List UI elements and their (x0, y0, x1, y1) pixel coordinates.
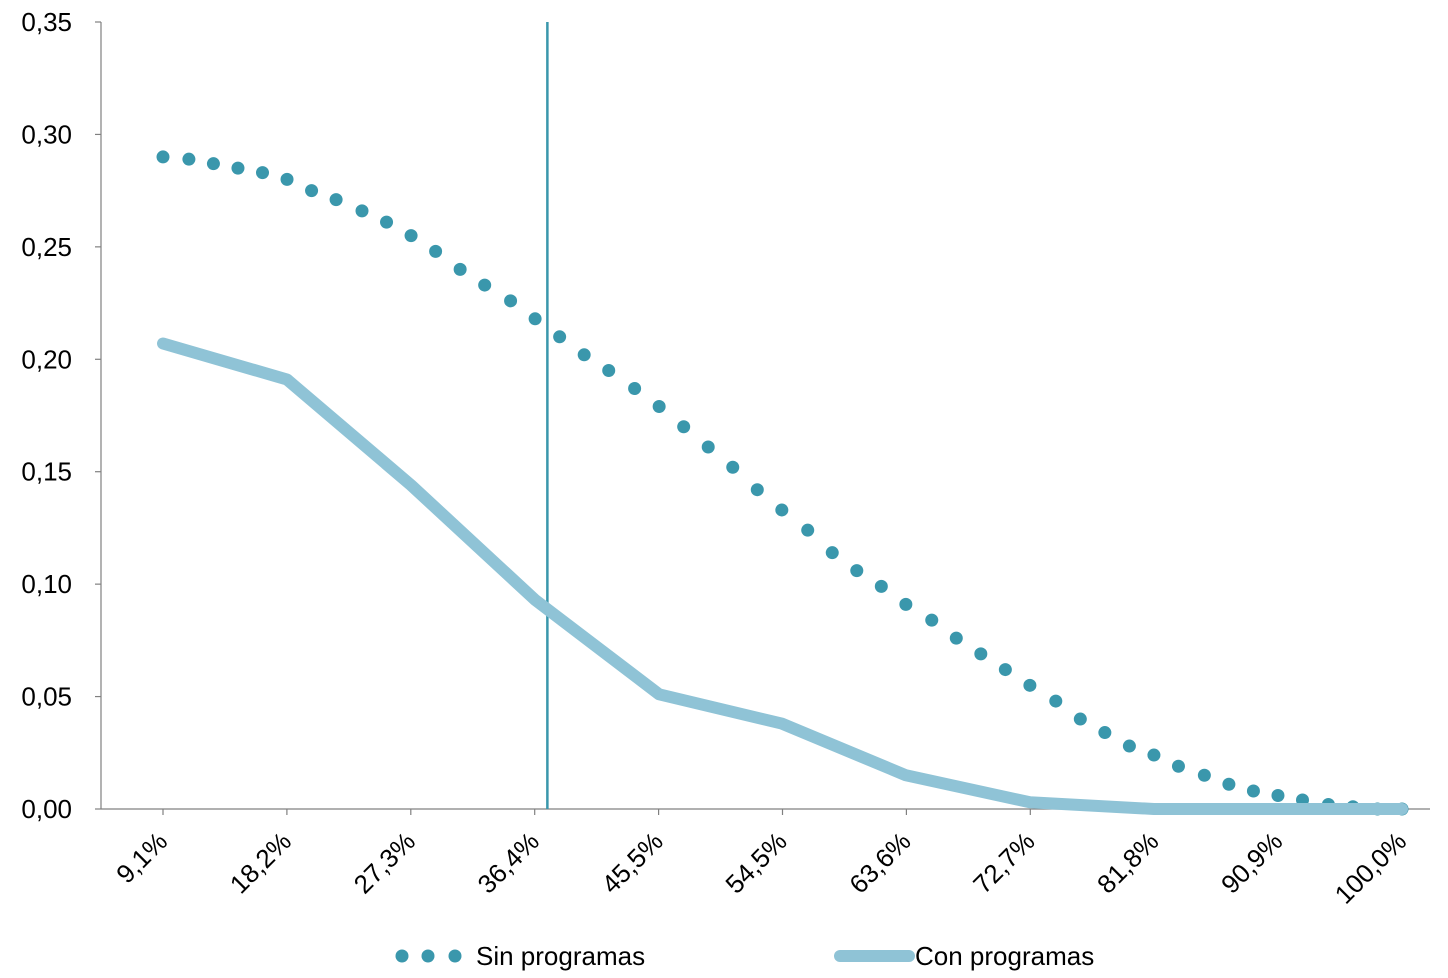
x-tick-label: 81,8% (1091, 826, 1164, 899)
y-tick-label: 0,20 (21, 344, 72, 374)
data-point (1049, 694, 1063, 708)
data-point (453, 262, 467, 276)
data-point (801, 523, 815, 537)
x-tick-label: 27,3% (348, 826, 421, 899)
x-tick-label: 18,2% (224, 826, 297, 899)
series-layer (156, 150, 1409, 816)
legend-item: Con programas (834, 941, 1094, 971)
data-point (974, 647, 988, 661)
data-point (528, 312, 542, 326)
data-point (553, 330, 567, 344)
data-point (182, 152, 196, 166)
data-point (899, 597, 913, 611)
data-point (577, 348, 591, 362)
data-point (1147, 748, 1161, 762)
data-point (652, 400, 666, 414)
data-point (1023, 678, 1037, 692)
legend: Sin programas Con programas (395, 941, 1094, 971)
data-point (404, 229, 418, 243)
data-point (726, 460, 740, 474)
data-point (355, 204, 369, 218)
data-point (775, 503, 789, 517)
x-tick-label: 63,6% (843, 826, 916, 899)
series-sin-programas (156, 150, 1409, 816)
data-point (701, 440, 715, 454)
x-tick-label: 45,5% (595, 826, 668, 899)
data-point (825, 546, 839, 560)
data-point (602, 364, 616, 378)
y-tick-label: 0,10 (21, 569, 72, 599)
legend-item: Sin programas (395, 941, 645, 971)
data-point (750, 483, 764, 497)
data-point (329, 193, 343, 207)
data-point (206, 157, 220, 171)
data-point (1122, 739, 1136, 753)
legend-swatch-dot (448, 949, 462, 963)
y-tick-label: 0,35 (21, 7, 72, 37)
data-point (280, 172, 294, 186)
data-point (429, 244, 443, 258)
data-point (1246, 784, 1260, 798)
y-tick-label: 0,15 (21, 457, 72, 487)
data-point (1073, 712, 1087, 726)
data-point (1271, 789, 1285, 803)
legend-swatch-dot (421, 949, 435, 963)
x-tick-label: 36,4% (472, 826, 545, 899)
x-tick-label: 72,7% (967, 826, 1040, 899)
data-point (1197, 768, 1211, 782)
data-point (380, 215, 394, 229)
data-point (874, 579, 888, 593)
x-tick-label: 9,1% (110, 826, 173, 889)
axes: 0,00 0,05 0,10 0,15 0,20 0,25 0,30 0,35 9,1% 18,2… (21, 7, 1430, 910)
x-tick-label: 100,0% (1329, 826, 1413, 910)
legend-label: Sin programas (476, 941, 645, 971)
y-tick-label: 0,25 (21, 232, 72, 262)
y-tick-label: 0,30 (21, 119, 72, 149)
data-point (504, 294, 518, 308)
y-tick-label: 0,05 (21, 682, 72, 712)
data-point (925, 613, 939, 627)
x-tick-label: 54,5% (719, 826, 792, 899)
legend-label: Con programas (915, 941, 1094, 971)
data-point (850, 564, 864, 578)
data-point (677, 420, 691, 434)
data-point (949, 631, 963, 645)
data-point (1222, 777, 1236, 791)
x-tick-label: 90,9% (1215, 826, 1288, 899)
data-point (478, 278, 492, 292)
data-point (231, 161, 245, 175)
data-point (156, 150, 170, 164)
data-point (628, 382, 642, 396)
data-point (998, 663, 1012, 677)
series-line-con-programas (157, 337, 1408, 815)
y-tick-label: 0,00 (21, 794, 72, 824)
data-point (1171, 759, 1185, 773)
legend-swatch-dot (395, 949, 409, 963)
data-point (1098, 726, 1112, 740)
data-point (305, 184, 319, 198)
data-point (256, 166, 270, 180)
